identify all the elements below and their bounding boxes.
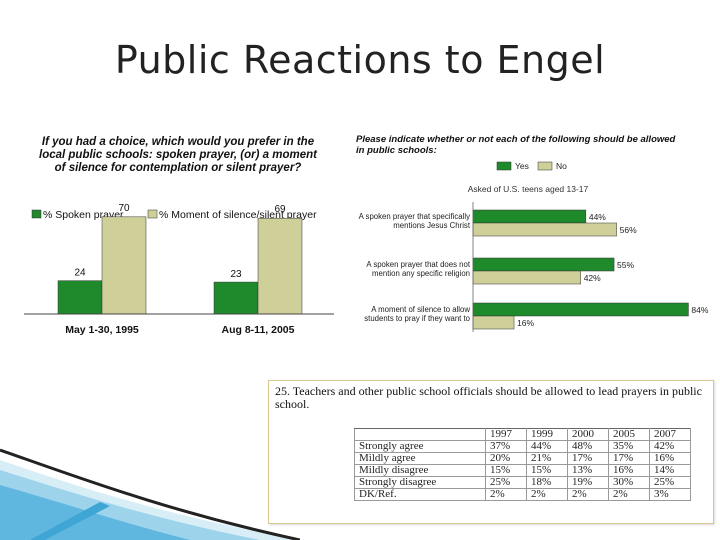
bar-value-label: 42% — [584, 273, 601, 283]
cell-value: 42% — [649, 440, 691, 453]
cell-value: 21% — [526, 452, 568, 465]
cell-value: 25% — [649, 476, 691, 489]
cell-value: 17% — [608, 452, 650, 465]
right-legend-yes-label: Yes — [515, 161, 529, 171]
category-label: mention any specific religion — [372, 269, 470, 278]
bar-value-label: 70 — [118, 203, 130, 214]
cell-value: 14% — [649, 464, 691, 477]
cell-value: 20% — [485, 452, 527, 465]
bar-value-label: 44% — [589, 212, 606, 222]
bar-value-label: 56% — [620, 225, 637, 235]
bar — [101, 216, 147, 315]
row-label: Strongly agree — [354, 440, 486, 453]
category-label: A spoken prayer that specifically — [359, 212, 470, 221]
bar — [472, 302, 689, 317]
left-chart-bars: 24 70 May 1-30, 1995 23 69 Aug 8-11, 2005 — [57, 203, 303, 336]
survey-year: 2005 — [608, 428, 650, 441]
cell-value: 48% — [567, 440, 609, 453]
cell-value: 2% — [485, 488, 527, 501]
category-label: Aug 8-11, 2005 — [222, 324, 295, 336]
cell-value: 16% — [649, 452, 691, 465]
bar — [472, 257, 615, 272]
row-label: Mildly agree — [354, 452, 486, 465]
cell-value: 15% — [485, 464, 527, 477]
bar-value-label: 16% — [517, 318, 534, 328]
left-chart-title-line-1: If you had a choice, which would you pre… — [42, 136, 315, 148]
cell-value: 17% — [567, 452, 609, 465]
cell-value: 44% — [526, 440, 568, 453]
table-row: Mildly agree 20% 21% 17% 17% 16% — [354, 452, 691, 465]
bar-value-label: 84% — [691, 305, 708, 315]
category-label: students to pray if they want to — [364, 314, 470, 323]
right-chart-svg: Please indicate whether or not each of t… — [356, 134, 709, 332]
cell-value: 15% — [526, 464, 568, 477]
bar-value-label: 24 — [74, 268, 86, 279]
survey-year: 1999 — [526, 428, 568, 441]
table-row: Strongly agree 37% 44% 48% 35% 42% — [354, 440, 691, 453]
bar — [472, 270, 581, 285]
survey-year: 1997 — [485, 428, 527, 441]
bar — [472, 222, 617, 237]
left-chart-title-line-2: local public schools: spoken prayer, (or… — [39, 149, 318, 161]
right-chart: Please indicate whether or not each of t… — [342, 130, 714, 342]
right-legend-no-label: No — [556, 161, 567, 171]
table-row: DK/Ref. 2% 2% 2% 2% 3% — [354, 488, 691, 501]
survey-question: 25. Teachers and other public school off… — [275, 384, 702, 411]
survey-header-row: 1997 1999 2000 2005 2007 — [354, 428, 691, 441]
survey-panel: 25. Teachers and other public school off… — [268, 380, 714, 524]
bar-value-label: 55% — [617, 260, 634, 270]
bar — [257, 217, 303, 315]
left-chart: If you had a choice, which would you pre… — [20, 132, 338, 344]
left-legend-swatch — [31, 209, 42, 219]
cell-value: 19% — [567, 476, 609, 489]
survey-year: 2000 — [567, 428, 609, 441]
cell-value: 25% — [485, 476, 527, 489]
bar — [472, 209, 587, 224]
bar — [472, 315, 515, 330]
cell-value: 37% — [485, 440, 527, 453]
category-label: A moment of silence to allow — [371, 305, 470, 314]
bar-value-label: 69 — [274, 204, 286, 215]
category-label: May 1-30, 1995 — [65, 324, 139, 336]
row-label: DK/Ref. — [354, 488, 486, 501]
survey-year: 2007 — [649, 428, 691, 441]
survey-table: 1997 1999 2000 2005 2007 Strongly agree … — [354, 428, 691, 501]
right-legend-yes-swatch — [496, 161, 512, 171]
cell-value: 16% — [608, 464, 650, 477]
right-chart-title-line-1: Please indicate whether or not each of t… — [356, 134, 676, 145]
bar — [213, 281, 259, 315]
cell-value: 18% — [526, 476, 568, 489]
survey-header-blank — [354, 428, 486, 441]
left-chart-title-line-3: of silence for contemplation or silent p… — [55, 162, 302, 174]
cell-value: 13% — [567, 464, 609, 477]
category-label: A spoken prayer that does not — [366, 260, 470, 269]
right-chart-bars: 44%56%A spoken prayer that specificallym… — [359, 209, 709, 330]
cell-value: 30% — [608, 476, 650, 489]
cell-value: 2% — [608, 488, 650, 501]
row-label: Mildly disagree — [354, 464, 486, 477]
right-legend-no-swatch — [537, 161, 553, 171]
decorative-swoosh — [0, 448, 300, 540]
bar — [57, 280, 103, 315]
left-legend-swatch — [147, 209, 158, 219]
right-chart-title-line-2: in public schools: — [356, 145, 437, 156]
right-chart-subtitle: Asked of U.S. teens aged 13-17 — [468, 184, 589, 194]
category-label: mentions Jesus Christ — [393, 221, 471, 230]
cell-value: 2% — [526, 488, 568, 501]
slide-title: Public Reactions to Engel — [114, 38, 606, 82]
cell-value: 2% — [567, 488, 609, 501]
cell-value: 3% — [649, 488, 691, 501]
table-row: Mildly disagree 15% 15% 13% 16% 14% — [354, 464, 691, 477]
table-row: Strongly disagree 25% 18% 19% 30% 25% — [354, 476, 691, 489]
cell-value: 35% — [608, 440, 650, 453]
row-label: Strongly disagree — [354, 476, 486, 489]
left-chart-svg: If you had a choice, which would you pre… — [24, 136, 334, 336]
bar-value-label: 23 — [230, 269, 242, 280]
